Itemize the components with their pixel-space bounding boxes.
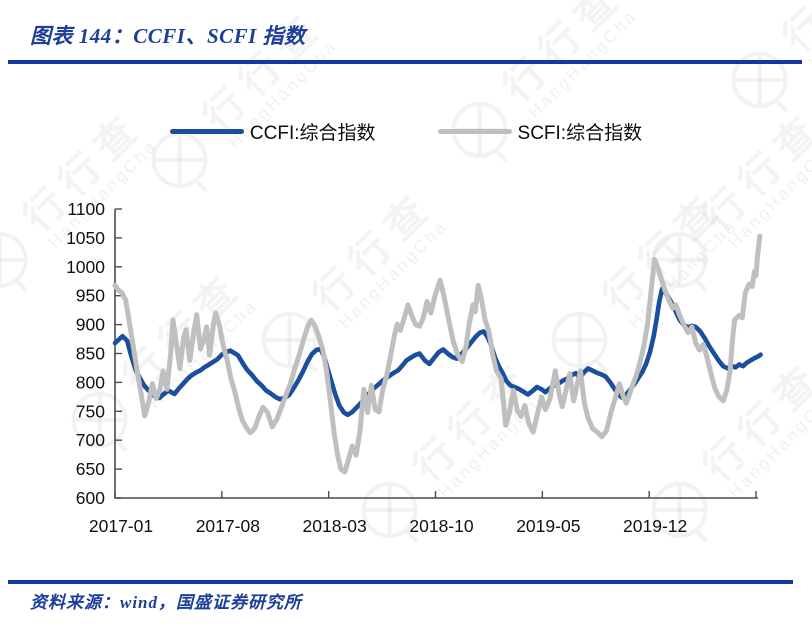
title-divider <box>8 60 802 64</box>
y-tick-label: 1000 <box>66 257 105 277</box>
x-tick-label: 2019-05 <box>516 516 580 536</box>
y-tick-label: 850 <box>76 344 105 364</box>
y-tick-label: 800 <box>76 372 105 392</box>
legend-label-ccfi: CCFI:综合指数 <box>249 123 376 144</box>
footer-divider <box>8 580 793 584</box>
chart-legend: CCFI:综合指数 SCFI:综合指数 <box>0 118 812 145</box>
scfi-line <box>112 233 763 475</box>
y-tick-label: 700 <box>76 430 105 450</box>
figure-title: 图表 144：CCFI、SCFI 指数 <box>30 24 306 48</box>
legend-item-scfi: SCFI:综合指数 <box>437 118 643 145</box>
x-tick-label: 2017-01 <box>89 516 153 536</box>
legend-label-scfi: SCFI:综合指数 <box>517 123 643 144</box>
source-note: 资料来源：wind，国盛证券研究所 <box>30 593 303 612</box>
y-tick-label: 750 <box>76 401 105 421</box>
y-tick-label: 650 <box>76 459 105 479</box>
x-tick-label: 2018-10 <box>409 516 473 536</box>
legend-item-ccfi: CCFI:综合指数 <box>169 118 376 145</box>
y-tick-label: 1100 <box>67 199 105 219</box>
ccfi-line-swatch <box>169 129 244 134</box>
y-tick-label: 900 <box>76 315 105 335</box>
ccfi-line <box>112 286 763 418</box>
scfi-line-swatch <box>437 129 512 134</box>
y-tick-label: 1050 <box>66 228 105 248</box>
y-tick-label: 950 <box>76 286 105 306</box>
x-tick-label: 2017-08 <box>196 516 260 536</box>
x-tick-label: 2019-12 <box>623 516 687 536</box>
y-tick-label: 600 <box>76 488 105 508</box>
x-tick-label: 2018-03 <box>303 516 367 536</box>
